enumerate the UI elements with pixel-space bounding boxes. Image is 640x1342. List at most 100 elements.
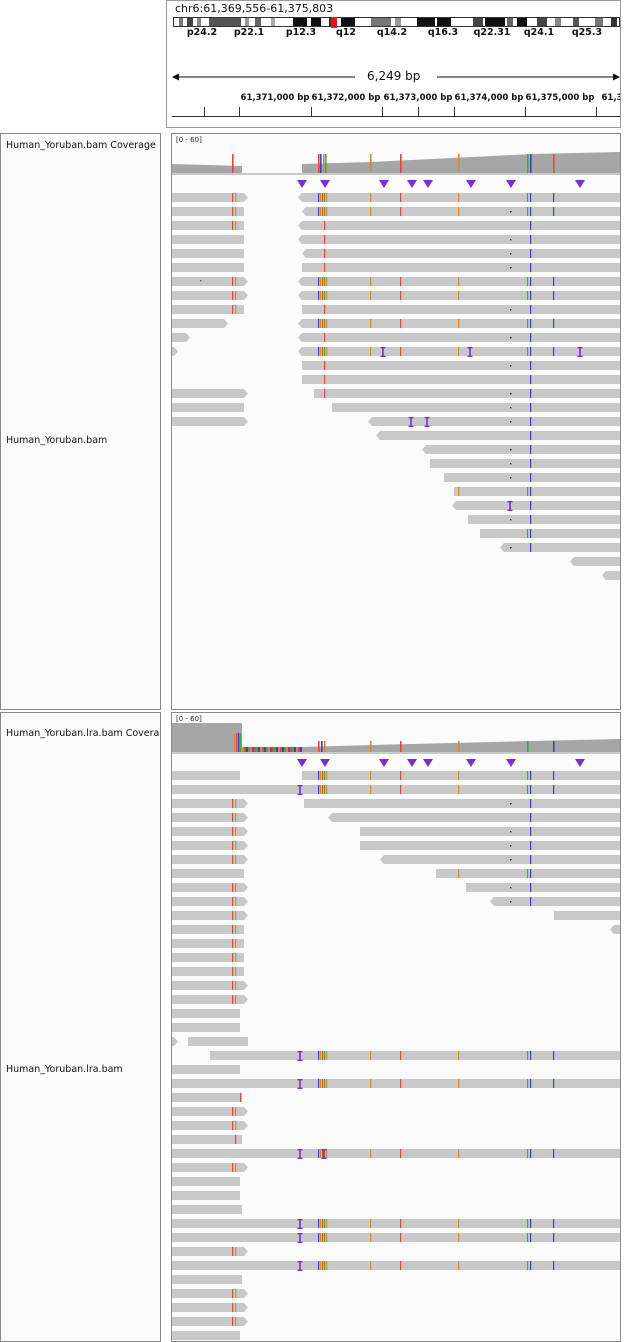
alignment-track-name[interactable]: Human_Yoruban.lra.bam bbox=[6, 1064, 123, 1075]
mismatch bbox=[318, 771, 320, 780]
read bbox=[298, 333, 620, 342]
mismatch bbox=[510, 463, 512, 465]
mismatch bbox=[232, 291, 234, 300]
mismatch bbox=[232, 911, 234, 920]
read bbox=[298, 319, 620, 328]
read bbox=[500, 543, 620, 552]
mismatch bbox=[458, 487, 460, 496]
read bbox=[172, 1233, 620, 1242]
mismatch bbox=[324, 1079, 326, 1088]
mismatch bbox=[530, 501, 532, 510]
mismatch bbox=[510, 803, 512, 805]
coverage-mismatch bbox=[252, 747, 254, 752]
mismatch bbox=[530, 207, 532, 216]
mismatch bbox=[530, 515, 532, 524]
mismatch bbox=[322, 1219, 324, 1228]
mismatch bbox=[320, 1051, 322, 1060]
coverage-track-name[interactable]: Human_Yoruban.bam Coverage bbox=[6, 140, 156, 151]
read bbox=[298, 235, 620, 244]
mismatch bbox=[324, 235, 326, 244]
coverage-mismatch bbox=[400, 154, 402, 173]
mismatch bbox=[510, 845, 512, 847]
mismatch bbox=[458, 869, 460, 878]
span-arrow bbox=[172, 73, 620, 81]
track-name-panel-2[interactable]: Human_Yoruban.lra.bam Coverage Human_Yor… bbox=[0, 712, 161, 1342]
mismatch bbox=[400, 1219, 402, 1228]
coverage-mismatch bbox=[234, 733, 236, 752]
mismatch bbox=[324, 207, 326, 216]
insertion-triangle bbox=[466, 180, 476, 188]
read bbox=[172, 1275, 242, 1284]
ruler-tick bbox=[204, 107, 205, 116]
insertion-triangle bbox=[407, 180, 417, 188]
mismatch bbox=[235, 981, 237, 990]
read bbox=[302, 361, 620, 370]
read bbox=[298, 221, 620, 230]
read bbox=[172, 953, 244, 962]
read bbox=[172, 305, 244, 314]
mismatch bbox=[458, 1233, 460, 1242]
insertion-marker bbox=[321, 1149, 327, 1151]
read bbox=[172, 1037, 178, 1046]
coverage-bar bbox=[172, 723, 242, 752]
mismatch bbox=[324, 305, 326, 314]
mismatch bbox=[235, 305, 237, 314]
read bbox=[360, 841, 620, 850]
read bbox=[298, 347, 620, 356]
insertion-triangle bbox=[407, 759, 417, 767]
mismatch bbox=[326, 193, 328, 202]
ruler-tick-label: 61,373,000 bp bbox=[383, 93, 453, 103]
ruler-tick bbox=[596, 107, 597, 116]
mismatch bbox=[320, 1233, 322, 1242]
mismatch bbox=[400, 1261, 402, 1270]
track-data-panel-2[interactable]: [0 - 60] bbox=[171, 712, 621, 1342]
mismatch bbox=[320, 347, 322, 356]
coverage-mismatch bbox=[236, 733, 238, 752]
mismatch bbox=[510, 239, 512, 241]
coverage-mismatch bbox=[258, 747, 260, 752]
coverage-mismatch bbox=[280, 747, 282, 752]
insertion-marker bbox=[299, 1233, 301, 1243]
chromosome-ideogram[interactable] bbox=[173, 17, 621, 28]
insertion-marker bbox=[380, 355, 386, 357]
alignment-canvas-2[interactable] bbox=[172, 713, 621, 1342]
read bbox=[172, 249, 244, 258]
mismatch bbox=[530, 841, 532, 850]
ruler-tick bbox=[382, 107, 383, 116]
insertion-marker bbox=[299, 1051, 301, 1061]
alignment-track-name[interactable]: Human_Yoruban.bam bbox=[6, 435, 108, 446]
read bbox=[302, 249, 620, 258]
mismatch bbox=[322, 277, 324, 286]
insertion-marker bbox=[509, 501, 511, 511]
mismatch bbox=[324, 1219, 326, 1228]
mismatch bbox=[527, 193, 529, 202]
track-name-panel-1[interactable]: Human_Yoruban.bam Coverage Human_Yoruban… bbox=[0, 133, 161, 710]
read bbox=[332, 403, 620, 412]
mismatch bbox=[527, 319, 529, 328]
mismatch bbox=[400, 1149, 402, 1158]
track-data-panel-1[interactable]: [0 - 60] bbox=[171, 133, 621, 710]
band-label: q14.2 bbox=[376, 27, 408, 38]
coverage-mismatch bbox=[290, 747, 292, 752]
coverage-range: [0 - 60] bbox=[176, 715, 202, 723]
insertion-marker bbox=[507, 509, 513, 511]
coverage-bar bbox=[302, 152, 620, 173]
read bbox=[302, 263, 620, 272]
coverage-bar bbox=[302, 739, 620, 752]
mismatch bbox=[527, 291, 529, 300]
mismatch bbox=[324, 277, 326, 286]
read bbox=[172, 319, 228, 328]
insertion-triangle bbox=[297, 759, 307, 767]
ruler-tick bbox=[418, 107, 419, 116]
mismatch bbox=[527, 785, 529, 794]
alignment-canvas-1[interactable] bbox=[172, 134, 621, 710]
mismatch bbox=[320, 1149, 322, 1158]
mismatch bbox=[235, 897, 237, 906]
mismatch bbox=[232, 897, 234, 906]
mismatch bbox=[318, 347, 320, 356]
mismatch bbox=[326, 1261, 328, 1270]
coverage-track-name[interactable]: Human_Yoruban.lra.bam Coverage bbox=[6, 728, 160, 739]
coverage-mismatch bbox=[323, 154, 325, 173]
read bbox=[172, 771, 240, 780]
mismatch bbox=[530, 897, 532, 906]
